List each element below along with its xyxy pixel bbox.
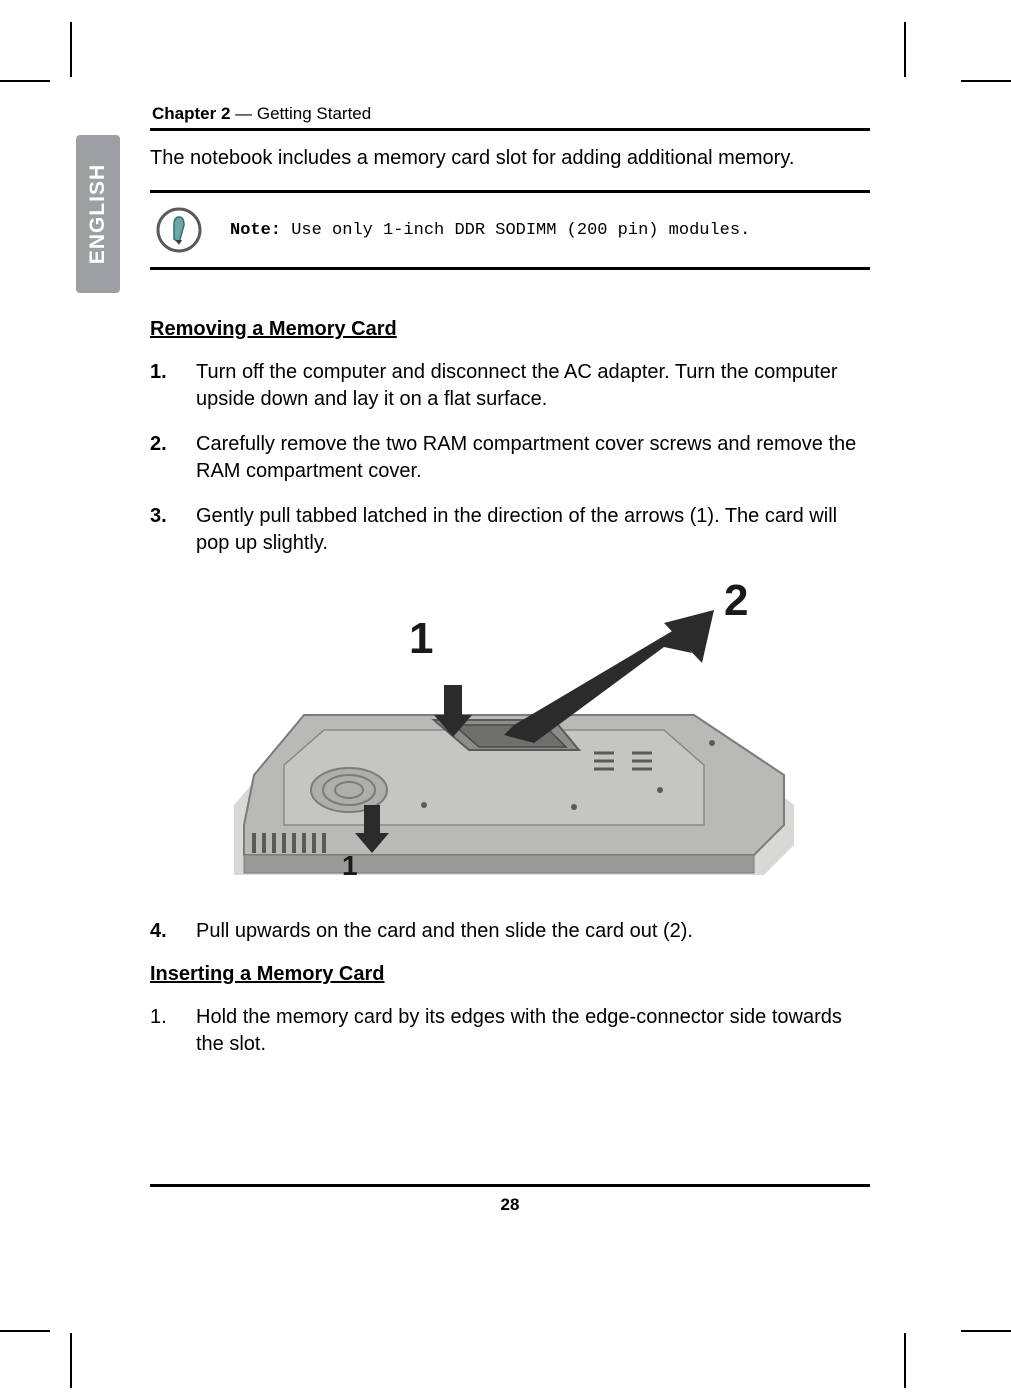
crop-mark (904, 1333, 906, 1388)
crop-mark (961, 1330, 1011, 1332)
step-number: 4. (150, 918, 196, 945)
note-box: Note: Use only 1-inch DDR SODIMM (200 pi… (150, 190, 870, 270)
crop-mark (70, 22, 72, 77)
list-item: 2.Carefully remove the two RAM compartme… (150, 431, 870, 485)
page-footer: 28 (150, 1184, 870, 1215)
list-item: 3.Gently pull tabbed latched in the dire… (150, 503, 870, 557)
note-text: Note: Use only 1-inch DDR SODIMM (200 pi… (230, 221, 750, 240)
figure-label-1: 1 (409, 614, 433, 663)
step-number: 1. (150, 1004, 196, 1058)
step-number: 2. (150, 431, 196, 485)
crop-mark (961, 80, 1011, 82)
step-text: Pull upwards on the card and then slide … (196, 918, 870, 945)
step-text: Turn off the computer and disconnect the… (196, 359, 870, 413)
inserting-steps: 1.Hold the memory card by its edges with… (150, 1004, 870, 1058)
pen-icon (156, 207, 202, 253)
note-body: Use only 1-inch DDR SODIMM (200 pin) mod… (281, 221, 750, 240)
chapter-header: Chapter 2 — Getting Started (150, 104, 870, 124)
svg-text:1: 1 (342, 850, 358, 881)
footer-rule (150, 1184, 870, 1187)
language-tab-label: ENGLISH (86, 164, 110, 264)
step-text: Carefully remove the two RAM compartment… (196, 431, 870, 485)
step-text: Hold the memory card by its edges with t… (196, 1004, 870, 1058)
removing-steps-cont: 4.Pull upwards on the card and then slid… (150, 918, 870, 945)
intro-text: The notebook includes a memory card slot… (150, 145, 870, 172)
step-text: Gently pull tabbed latched in the direct… (196, 503, 870, 557)
section-removing-heading: Removing a Memory Card (150, 318, 870, 341)
crop-mark (0, 1330, 50, 1332)
crop-mark (904, 22, 906, 77)
page-body: Chapter 2 — Getting Started The notebook… (150, 104, 870, 1076)
language-tab: ENGLISH (76, 135, 120, 293)
crop-mark (70, 1333, 72, 1388)
list-item: 4.Pull upwards on the card and then slid… (150, 918, 870, 945)
figure-label-2: 2 (724, 576, 748, 625)
note-label: Note: (230, 221, 281, 240)
chapter-label: Chapter 2 (152, 104, 230, 123)
list-item: 1.Hold the memory card by its edges with… (150, 1004, 870, 1058)
figure-memory-removal: 1 2 1 (194, 575, 870, 900)
header-rule (150, 128, 870, 131)
page-number: 28 (150, 1195, 870, 1215)
removing-steps: 1.Turn off the computer and disconnect t… (150, 359, 870, 557)
section-inserting-heading: Inserting a Memory Card (150, 963, 870, 986)
step-number: 3. (150, 503, 196, 557)
list-item: 1.Turn off the computer and disconnect t… (150, 359, 870, 413)
step-number: 1. (150, 359, 196, 413)
chapter-dash: — (230, 104, 256, 123)
chapter-title: Getting Started (257, 104, 371, 123)
crop-mark (0, 80, 50, 82)
